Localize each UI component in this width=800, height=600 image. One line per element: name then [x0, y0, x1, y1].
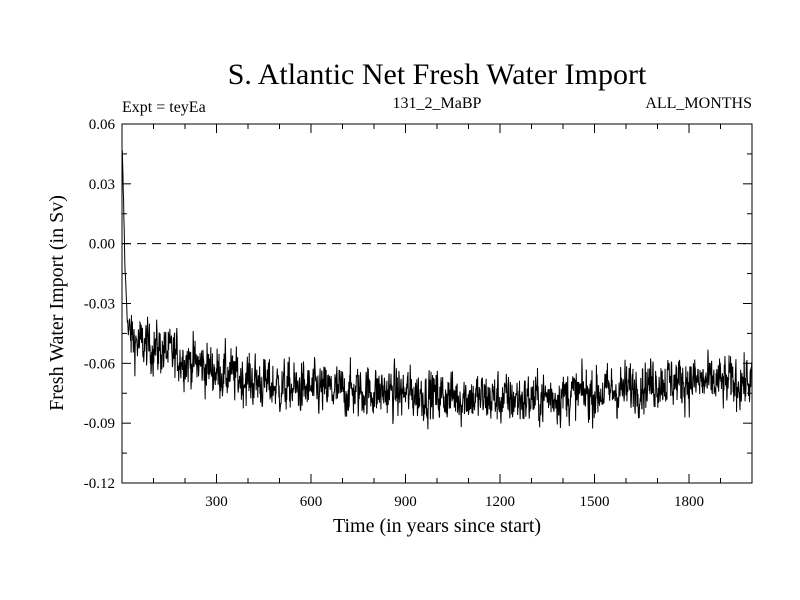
- y-tick-label: 0.06: [89, 117, 116, 133]
- chart-title: S. Atlantic Net Fresh Water Import: [228, 58, 647, 91]
- x-axis: 300 600 900 1200 1500 1800: [153, 124, 721, 510]
- x-tick-label: 900: [394, 494, 417, 510]
- subtitle-center: 131_2_MaBP: [393, 95, 482, 112]
- subtitle-right: ALL_MONTHS: [645, 95, 752, 112]
- subtitle-left: Expt = teyEa: [122, 99, 206, 116]
- plot-area: [121, 123, 753, 484]
- y-axis: 0.06 0.03 0.00 -0.03 -0.06 -0.09 -0.12: [84, 117, 752, 492]
- y-axis-label: Fresh Water Import (in Sv): [46, 195, 68, 411]
- plot-frame: [121, 123, 753, 484]
- y-tick-label: -0.09: [84, 416, 115, 432]
- x-tick-label: 1500: [580, 494, 610, 510]
- y-tick-label: -0.12: [84, 476, 115, 492]
- x-tick-label: 1800: [674, 494, 704, 510]
- x-tick-label: 300: [205, 494, 228, 510]
- y-tick-label: 0.00: [89, 237, 115, 253]
- x-tick-label: 1200: [485, 494, 515, 510]
- y-tick-label: -0.06: [84, 356, 116, 372]
- series-line: [121, 150, 753, 430]
- y-tick-label: -0.03: [84, 297, 115, 313]
- y-tick-label: 0.03: [89, 177, 115, 193]
- x-tick-label: 600: [300, 494, 323, 510]
- x-axis-label: Time (in years since start): [333, 515, 541, 537]
